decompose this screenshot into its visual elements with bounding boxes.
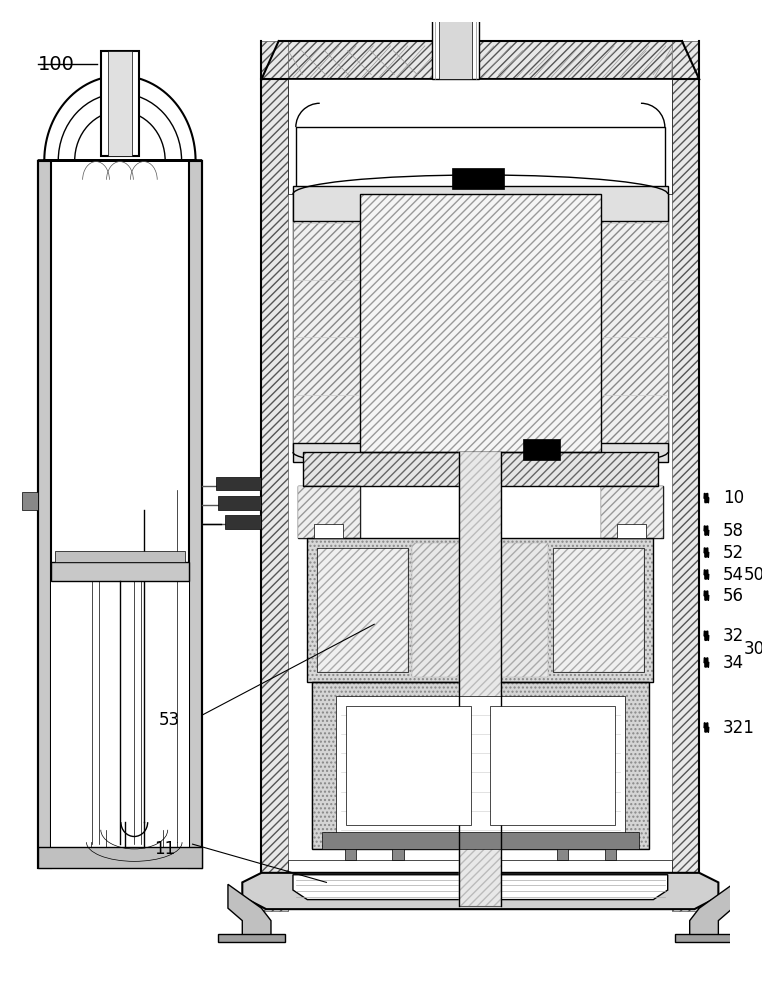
Bar — [314, 524, 343, 538]
Bar — [298, 486, 360, 538]
Bar — [225, 515, 261, 529]
Bar — [261, 41, 288, 911]
Bar — [673, 41, 700, 911]
Bar — [557, 849, 568, 860]
Polygon shape — [37, 76, 202, 161]
Bar — [461, 865, 499, 889]
Bar — [465, 875, 495, 900]
Bar — [293, 443, 668, 462]
Bar — [317, 548, 408, 672]
Bar — [604, 849, 616, 860]
Bar — [101, 51, 139, 156]
Bar — [336, 696, 625, 835]
Bar — [107, 51, 133, 156]
Bar — [288, 79, 673, 194]
Text: 32: 32 — [723, 627, 744, 645]
Bar — [490, 706, 615, 825]
Text: 321: 321 — [723, 719, 755, 737]
Bar — [553, 548, 644, 672]
Text: 58: 58 — [723, 522, 744, 540]
Text: 10: 10 — [723, 489, 744, 507]
Bar — [307, 538, 653, 682]
Text: 100: 100 — [37, 55, 75, 74]
Bar — [392, 849, 404, 860]
Text: 56: 56 — [723, 587, 744, 605]
Bar — [312, 682, 648, 849]
Bar — [360, 194, 600, 452]
Bar — [345, 706, 471, 825]
Bar — [296, 127, 664, 192]
Polygon shape — [293, 875, 668, 900]
Text: 11: 11 — [155, 840, 175, 858]
Bar — [600, 486, 663, 538]
Bar — [288, 860, 673, 894]
Bar — [431, 0, 479, 79]
Bar — [219, 934, 285, 942]
Bar — [22, 492, 37, 510]
Bar — [322, 832, 639, 849]
Bar — [459, 452, 501, 906]
Text: 50: 50 — [744, 566, 762, 584]
Bar — [675, 934, 742, 942]
Bar — [312, 682, 648, 849]
Bar — [51, 581, 189, 847]
Bar — [307, 538, 653, 682]
Polygon shape — [228, 884, 271, 940]
Bar — [600, 486, 663, 538]
Bar — [293, 194, 360, 452]
Bar — [303, 452, 658, 486]
Bar — [523, 439, 559, 460]
Bar — [412, 543, 548, 677]
Bar — [459, 452, 501, 906]
Bar — [303, 452, 658, 486]
Bar — [452, 168, 504, 189]
Bar — [37, 161, 51, 868]
Bar — [216, 477, 261, 490]
Bar — [360, 194, 600, 452]
Polygon shape — [242, 873, 719, 909]
Bar — [293, 186, 668, 221]
Bar — [219, 496, 261, 510]
Text: 52: 52 — [723, 544, 744, 562]
Text: 53: 53 — [159, 711, 181, 729]
Text: 30: 30 — [744, 640, 762, 658]
Bar — [439, 0, 472, 79]
Text: 54: 54 — [723, 566, 744, 584]
Text: 34: 34 — [723, 654, 744, 672]
Bar — [344, 849, 356, 860]
Bar — [55, 551, 185, 562]
Bar — [288, 41, 673, 79]
Bar — [617, 524, 645, 538]
Polygon shape — [690, 884, 733, 940]
Bar — [553, 548, 644, 672]
Bar — [600, 194, 668, 452]
Bar — [317, 548, 408, 672]
Bar — [51, 562, 189, 581]
Bar — [298, 486, 360, 538]
Bar — [37, 847, 202, 868]
Bar — [189, 161, 202, 868]
